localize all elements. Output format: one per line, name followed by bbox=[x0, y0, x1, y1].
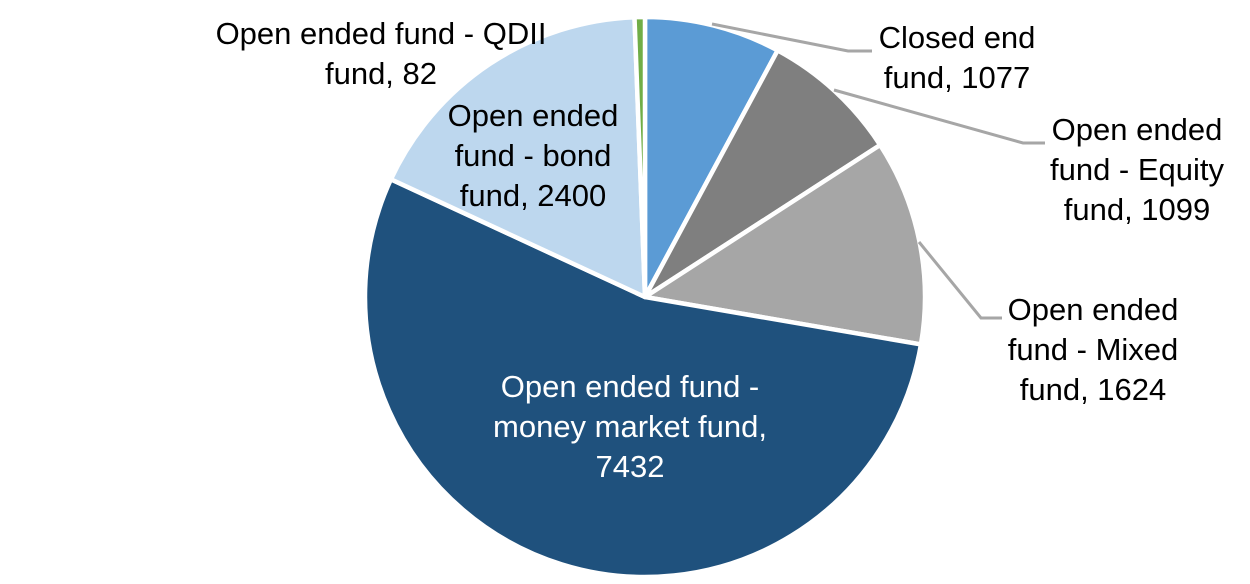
data-label-line: fund - Equity bbox=[1049, 152, 1225, 187]
data-label-mixed-fund[interactable]: Open ended fund - Mixed fund, 1624 bbox=[938, 290, 1248, 410]
data-label-bond-fund[interactable]: Open ended fund - bond fund, 2400 bbox=[378, 96, 688, 216]
data-label-line: money market fund, bbox=[493, 409, 767, 444]
leader-line-mixed-fund bbox=[917, 241, 1002, 320]
data-label-line: fund, 1077 bbox=[883, 60, 1031, 95]
leader-lines bbox=[711, 22, 1045, 320]
data-label-equity-fund[interactable]: Open ended fund - Equity fund, 1099 bbox=[982, 110, 1250, 230]
pie-slices bbox=[362, 14, 928, 580]
data-label-line: fund, 82 bbox=[324, 56, 438, 91]
data-label-line: fund - Mixed bbox=[1007, 332, 1179, 367]
data-label-line: fund, 2400 bbox=[459, 178, 607, 213]
pie-slice-open-ended-fund-money-market-fund[interactable] bbox=[362, 177, 924, 580]
data-label-line: fund, 1099 bbox=[1063, 192, 1211, 227]
data-label-line: Closed end bbox=[878, 20, 1036, 55]
data-label-line: Open ended bbox=[1007, 292, 1179, 327]
data-label-line: Open ended fund - QDII bbox=[215, 16, 547, 51]
data-label-line: fund - bond bbox=[454, 138, 612, 173]
data-label-closed-end-fund[interactable]: Closed end fund, 1077 bbox=[802, 18, 1112, 98]
leader-line-closed-end-fund bbox=[711, 22, 872, 53]
leader-line-equity-fund bbox=[833, 88, 1045, 145]
data-label-line: Open ended fund - bbox=[500, 369, 760, 404]
pie-slice-open-ended-fund-mixed-fund[interactable] bbox=[642, 142, 928, 347]
pie-slice-open-ended-fund-qdii-fund[interactable] bbox=[632, 14, 648, 300]
pie-slice-open-ended-fund-bond-fund[interactable] bbox=[388, 14, 648, 300]
data-label-line: Open ended bbox=[447, 98, 619, 133]
data-label-line: 7432 bbox=[595, 449, 665, 484]
data-label-money-market-fund[interactable]: Open ended fund - money market fund, 743… bbox=[475, 367, 785, 487]
data-label-qdii-fund[interactable]: Open ended fund - QDII fund, 82 bbox=[161, 14, 601, 94]
data-label-line: Open ended bbox=[1051, 112, 1223, 147]
data-label-line: fund, 1624 bbox=[1019, 372, 1167, 407]
